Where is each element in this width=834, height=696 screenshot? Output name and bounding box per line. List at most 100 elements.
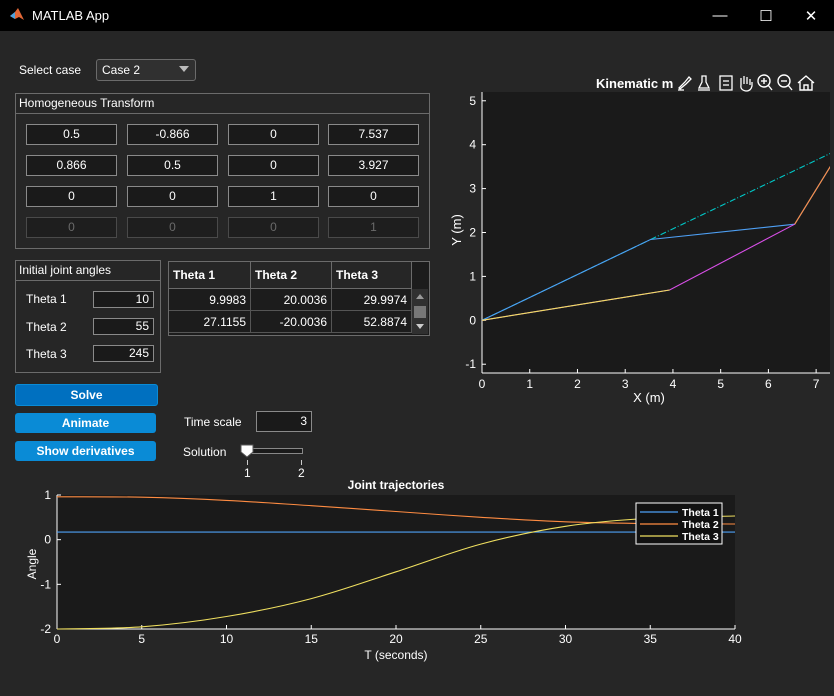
table-cell[interactable]: 20.0036 bbox=[251, 289, 332, 311]
transform-cell[interactable]: 0.5 bbox=[127, 155, 218, 176]
x-tick-label: 10 bbox=[220, 632, 234, 646]
transform-cell[interactable]: 0 bbox=[328, 186, 419, 207]
maximize-button[interactable]: ☐ bbox=[759, 7, 773, 25]
y-tick-label: 4 bbox=[469, 138, 476, 152]
kinematic-plot-title: Kinematic m bbox=[596, 76, 674, 91]
theta2-input[interactable]: 55 bbox=[93, 318, 154, 335]
table-header[interactable]: Theta 3 bbox=[332, 262, 412, 289]
scroll-up-icon[interactable] bbox=[416, 294, 424, 299]
panel-divider bbox=[16, 280, 160, 281]
slider-tick-label: 1 bbox=[244, 466, 251, 480]
table-cell[interactable]: 9.9983 bbox=[169, 289, 251, 311]
case-dropdown-value: Case 2 bbox=[102, 63, 141, 77]
minimize-button[interactable]: — bbox=[712, 7, 728, 24]
y-tick-label: 0 bbox=[44, 533, 51, 547]
time-scale-label: Time scale bbox=[184, 415, 242, 429]
x-tick-label: 20 bbox=[389, 632, 403, 646]
transform-cell[interactable]: 0 bbox=[127, 186, 218, 207]
zoom-in-icon[interactable] bbox=[757, 74, 773, 91]
plot-area bbox=[57, 495, 735, 629]
time-scale-input[interactable]: 3 bbox=[256, 411, 312, 432]
table-cell[interactable]: -20.0036 bbox=[251, 311, 332, 333]
title-bar bbox=[0, 0, 834, 31]
x-tick-label: 3 bbox=[622, 377, 629, 391]
matlab-icon bbox=[10, 8, 24, 20]
scroll-down-icon[interactable] bbox=[416, 324, 424, 329]
x-tick-label: 2 bbox=[574, 377, 581, 391]
legend-icon[interactable] bbox=[719, 75, 733, 91]
transform-cell[interactable]: 3.927 bbox=[328, 155, 419, 176]
x-tick-label: 40 bbox=[728, 632, 742, 646]
table-cell[interactable]: 52.8874 bbox=[332, 311, 412, 333]
x-axis-label: T (seconds) bbox=[364, 648, 427, 662]
x-tick-label: 25 bbox=[474, 632, 488, 646]
x-tick-label: 5 bbox=[717, 377, 724, 391]
x-axis-label: X (m) bbox=[633, 390, 665, 405]
transform-cell[interactable]: 7.537 bbox=[328, 124, 419, 145]
table-header[interactable]: Theta 1 bbox=[169, 262, 251, 289]
series-line bbox=[56, 496, 736, 525]
table-cell[interactable]: 27.1155 bbox=[169, 311, 251, 333]
slider-tick bbox=[247, 460, 248, 465]
theta1-label: Theta 1 bbox=[26, 292, 67, 306]
table-cell[interactable]: 29.9974 bbox=[332, 289, 412, 311]
x-tick-label: 7 bbox=[813, 377, 820, 391]
solve-button[interactable]: Solve bbox=[15, 384, 158, 406]
brush-icon[interactable] bbox=[678, 76, 692, 91]
transform-cell[interactable]: 1 bbox=[228, 186, 319, 207]
datatip-icon[interactable] bbox=[697, 75, 711, 91]
x-tick-label: 30 bbox=[559, 632, 573, 646]
transform-cell[interactable]: 0 bbox=[26, 186, 117, 207]
table-scrollbar[interactable] bbox=[412, 289, 428, 334]
show-derivatives-button[interactable]: Show derivatives bbox=[15, 441, 156, 461]
transform-cell[interactable]: -0.866 bbox=[127, 124, 218, 145]
x-tick-label: 35 bbox=[644, 632, 658, 646]
x-tick-label: 0 bbox=[479, 377, 486, 391]
y-tick-label: -2 bbox=[40, 622, 51, 636]
link-series-line bbox=[794, 165, 830, 225]
theta1-input[interactable]: 10 bbox=[93, 291, 154, 308]
axes-toolbar[interactable] bbox=[676, 73, 816, 93]
animate-button[interactable]: Animate bbox=[15, 413, 156, 433]
select-case-label: Select case bbox=[19, 63, 82, 77]
theta3-label: Theta 3 bbox=[26, 347, 67, 361]
solution-slider-thumb[interactable] bbox=[240, 444, 254, 458]
y-tick-label: 5 bbox=[469, 94, 476, 108]
solution-table[interactable]: Theta 1 Theta 2 Theta 3 9.9983 20.0036 2… bbox=[168, 261, 430, 336]
theta3-input[interactable]: 245 bbox=[93, 345, 154, 362]
home-icon[interactable] bbox=[797, 75, 815, 91]
zoom-out-icon[interactable] bbox=[777, 74, 793, 91]
panel-divider bbox=[16, 113, 429, 114]
legend-label: Theta 3 bbox=[682, 531, 719, 543]
transform-cell[interactable]: 0.5 bbox=[26, 124, 117, 145]
joint-trajectories-plot[interactable]: Joint trajectories 0 5 10 15 20 25 30 35 4010-1-… bbox=[0, 474, 834, 696]
x-tick-label: 0 bbox=[54, 632, 61, 646]
legend-label: Theta 2 bbox=[682, 519, 719, 531]
transform-cell[interactable]: 0 bbox=[228, 124, 319, 145]
chevron-down-icon bbox=[179, 66, 189, 72]
transform-cell[interactable]: 0 bbox=[228, 155, 319, 176]
panel-title: Initial joint angles bbox=[19, 263, 112, 277]
transform-cell: 0 bbox=[127, 217, 218, 238]
slider-tick bbox=[301, 460, 302, 465]
case-dropdown[interactable]: Case 2 bbox=[96, 59, 196, 81]
solution-label: Solution bbox=[183, 445, 227, 459]
y-tick-label: 0 bbox=[469, 313, 476, 327]
slider-tick-label: 2 bbox=[298, 466, 305, 480]
y-tick-label: -1 bbox=[40, 577, 51, 591]
y-tick-label: 2 bbox=[469, 226, 476, 240]
x-tick-label: 1 bbox=[526, 377, 533, 391]
y-tick-label: 1 bbox=[469, 269, 476, 283]
window-title: MATLAB App bbox=[32, 8, 110, 23]
pan-icon[interactable] bbox=[740, 76, 753, 92]
transform-cell: 0 bbox=[228, 217, 319, 238]
table-header[interactable]: Theta 2 bbox=[251, 262, 332, 289]
scrollbar-thumb[interactable] bbox=[414, 306, 426, 318]
transform-cell: 0 bbox=[26, 217, 117, 238]
y-tick-label: -1 bbox=[465, 357, 476, 371]
solution-slider-track[interactable] bbox=[247, 448, 303, 454]
transform-cell[interactable]: 0.866 bbox=[26, 155, 117, 176]
close-button[interactable]: ✕ bbox=[804, 7, 818, 25]
series-line bbox=[56, 515, 736, 630]
